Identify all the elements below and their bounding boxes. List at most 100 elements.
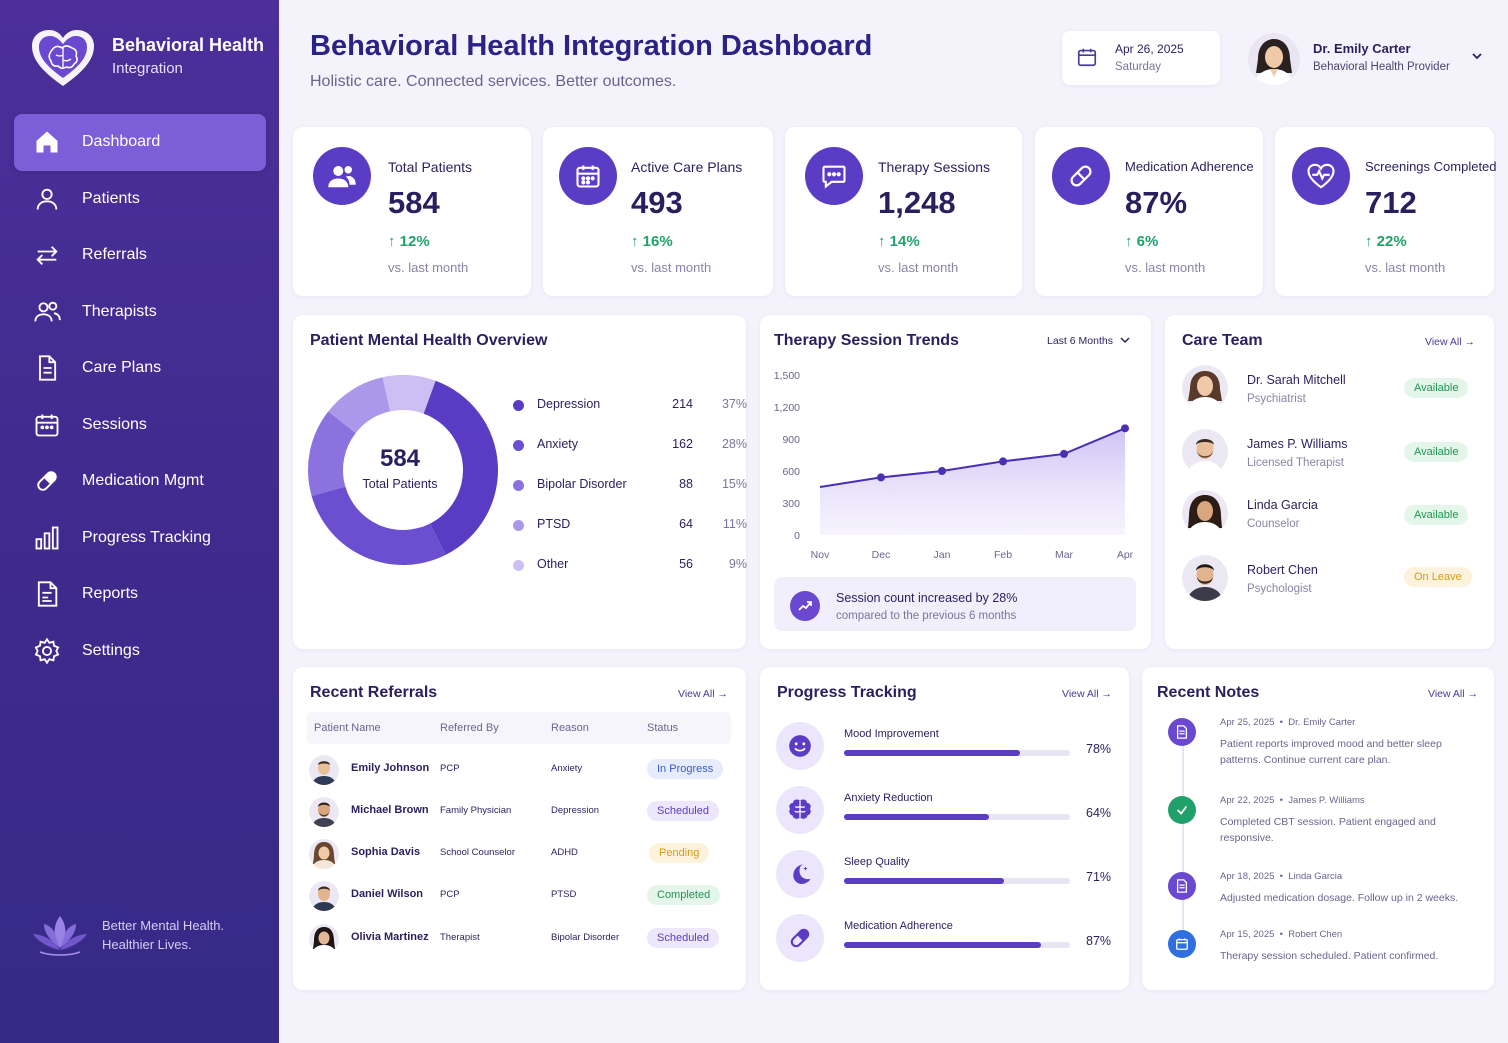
calendar-icon bbox=[559, 147, 617, 205]
progress-title: Progress Tracking bbox=[777, 684, 917, 701]
stat-card-therapy-sessions[interactable]: Therapy Sessions 1,248 ↑ 14% vs. last mo… bbox=[785, 127, 1022, 296]
sidebar-item-medication[interactable]: Medication Mgmt bbox=[14, 453, 266, 510]
sidebar-item-referrals[interactable]: Referrals bbox=[14, 227, 266, 284]
arrow-up-icon: ↑ bbox=[631, 233, 643, 250]
legend-item[interactable]: Bipolar Disorder 88 15% bbox=[513, 475, 747, 495]
status-badge: Scheduled bbox=[647, 801, 719, 821]
legend-item[interactable]: Other 56 9% bbox=[513, 555, 747, 575]
sidebar-item-therapists[interactable]: Therapists bbox=[14, 284, 266, 341]
table-row[interactable]: Olivia Martinez Therapist Bipolar Disord… bbox=[307, 922, 731, 964]
team-member[interactable]: Linda Garcia Counselor Available bbox=[1182, 490, 1477, 540]
progress-percent: 71% bbox=[1086, 870, 1112, 884]
status-badge: Available bbox=[1404, 378, 1469, 398]
stat-change: ↑ 6% bbox=[1125, 233, 1158, 250]
status-badge: Available bbox=[1404, 505, 1469, 525]
x-tick-label: Jan bbox=[934, 549, 951, 561]
note-text: Adjusted medication dosage. Follow up in… bbox=[1220, 892, 1459, 904]
patient-name[interactable]: Daniel Wilson bbox=[351, 888, 424, 900]
x-tick-label: Dec bbox=[872, 549, 891, 561]
patient-name[interactable]: Olivia Martinez bbox=[351, 931, 429, 943]
table-row[interactable]: Michael Brown Family Physician Depressio… bbox=[307, 795, 731, 837]
progress-item[interactable]: Anxiety Reduction 64% bbox=[776, 786, 1116, 838]
column-header[interactable]: Reason bbox=[551, 722, 589, 734]
care-team-title: Care Team bbox=[1182, 332, 1263, 349]
note-icon bbox=[1168, 718, 1196, 746]
legend-item[interactable]: Depression 214 37% bbox=[513, 395, 747, 415]
stat-change: ↑ 12% bbox=[388, 233, 430, 250]
sidebar-item-settings[interactable]: Settings bbox=[14, 623, 266, 680]
progress-item[interactable]: Mood Improvement 78% bbox=[776, 722, 1116, 774]
notes-view-all-link[interactable]: View All → bbox=[1428, 688, 1478, 700]
table-row[interactable]: Sophia Davis School Counselor ADHD Pendi… bbox=[307, 837, 731, 879]
users-icon bbox=[313, 147, 371, 205]
donut-center: 584 Total Patients bbox=[340, 445, 460, 491]
lotus-icon bbox=[33, 916, 87, 956]
column-header[interactable]: Patient Name bbox=[314, 722, 381, 734]
insight-banner: Session count increased by 28% compared … bbox=[774, 577, 1136, 631]
y-tick-label: 300 bbox=[782, 498, 800, 510]
legend-name: Bipolar Disorder bbox=[537, 477, 627, 491]
note-date: Apr 18, 2025 bbox=[1220, 871, 1275, 882]
stat-card-medication-adherence[interactable]: Medication Adherence 87% ↑ 6% vs. last m… bbox=[1035, 127, 1263, 296]
progress-bar-fill bbox=[844, 750, 1021, 756]
user-menu[interactable]: Dr. Emily Carter Behavioral Health Provi… bbox=[1248, 31, 1488, 87]
note-date: Apr 22, 2025 bbox=[1220, 795, 1275, 806]
team-member[interactable]: James P. Williams Licensed Therapist Ava… bbox=[1182, 429, 1477, 479]
referred-by: PCP bbox=[440, 763, 460, 774]
note-meta: Apr 22, 2025 • James P. Williams bbox=[1220, 795, 1365, 806]
progress-item[interactable]: Sleep Quality 71% bbox=[776, 850, 1116, 902]
stat-note: vs. last month bbox=[631, 260, 712, 275]
brand[interactable]: Behavioral Health Integration bbox=[30, 28, 264, 90]
page-title: Behavioral Health Integration Dashboard bbox=[310, 30, 873, 62]
trends-card: Therapy Session Trends Last 6 Months 1,5… bbox=[760, 315, 1151, 649]
column-header[interactable]: Referred By bbox=[440, 722, 499, 734]
patient-name[interactable]: Michael Brown bbox=[351, 804, 429, 816]
sidebar-item-sessions[interactable]: Sessions bbox=[14, 397, 266, 454]
legend-dot bbox=[513, 520, 524, 531]
table-row[interactable]: Emily Johnson PCP Anxiety In Progress bbox=[307, 753, 731, 795]
sidebar-item-reports[interactable]: Reports bbox=[14, 566, 266, 623]
stat-change-value: 14% bbox=[889, 233, 920, 250]
patient-name[interactable]: Emily Johnson bbox=[351, 762, 430, 774]
sidebar-item-dashboard[interactable]: Dashboard bbox=[14, 114, 266, 171]
team-member[interactable]: Dr. Sarah Mitchell Psychiatrist Availabl… bbox=[1182, 365, 1477, 415]
legend-count: 64 bbox=[679, 517, 693, 531]
sidebar-item-label: Sessions bbox=[82, 415, 147, 433]
brand-title: Behavioral Health bbox=[112, 35, 265, 55]
stat-card-care-plans[interactable]: Active Care Plans 493 ↑ 16% vs. last mon… bbox=[543, 127, 773, 296]
calendar-icon bbox=[1077, 48, 1097, 67]
view-all-label: View All bbox=[1062, 688, 1099, 700]
sidebar-item-patients[interactable]: Patients bbox=[14, 171, 266, 228]
progress-view-all-link[interactable]: View All → bbox=[1062, 688, 1112, 700]
referrals-view-all-link[interactable]: View All → bbox=[678, 688, 728, 700]
column-header[interactable]: Status bbox=[647, 722, 679, 734]
arrow-up-icon: ↑ bbox=[878, 233, 890, 250]
chevron-down-icon[interactable] bbox=[1470, 49, 1484, 63]
progress-item[interactable]: Medication Adherence 87% bbox=[776, 914, 1116, 966]
y-tick-label: 600 bbox=[782, 466, 800, 478]
sidebar-item-care-plans[interactable]: Care Plans bbox=[14, 340, 266, 397]
stat-card-total-patients[interactable]: Total Patients 584 ↑ 12% vs. last month bbox=[293, 127, 531, 296]
stat-label: Total Patients bbox=[388, 159, 473, 175]
sidebar-item-progress[interactable]: Progress Tracking bbox=[14, 510, 266, 567]
stat-card-screenings[interactable]: Screenings Completed 712 ↑ 22% vs. last … bbox=[1275, 127, 1497, 296]
care-team-view-all-link[interactable]: View All → bbox=[1425, 336, 1475, 348]
patient-name[interactable]: Sophia Davis bbox=[351, 846, 421, 858]
status-badge: Available bbox=[1404, 442, 1469, 462]
x-tick-label: Apr bbox=[1117, 549, 1134, 561]
avatar bbox=[1248, 33, 1300, 85]
legend-item[interactable]: PTSD 64 11% bbox=[513, 515, 747, 535]
view-all-label: View All bbox=[1428, 688, 1465, 700]
legend-item[interactable]: Anxiety 162 28% bbox=[513, 435, 747, 455]
page-subtitle: Holistic care. Connected services. Bette… bbox=[310, 73, 677, 90]
range-select[interactable]: Last 6 Months bbox=[1047, 335, 1130, 347]
table-row[interactable]: Daniel Wilson PCP PTSD Completed bbox=[307, 879, 731, 921]
note-author: Robert Chen bbox=[1288, 929, 1343, 940]
legend-dot bbox=[513, 400, 524, 411]
stat-change: ↑ 16% bbox=[631, 233, 673, 250]
donut-slice bbox=[308, 411, 356, 497]
progress-bar bbox=[844, 878, 1070, 884]
team-member[interactable]: Robert Chen Psychologist On Leave bbox=[1182, 555, 1477, 605]
progress-bar bbox=[844, 750, 1070, 756]
date-card[interactable]: Apr 26, 2025 Saturday bbox=[1062, 31, 1220, 85]
